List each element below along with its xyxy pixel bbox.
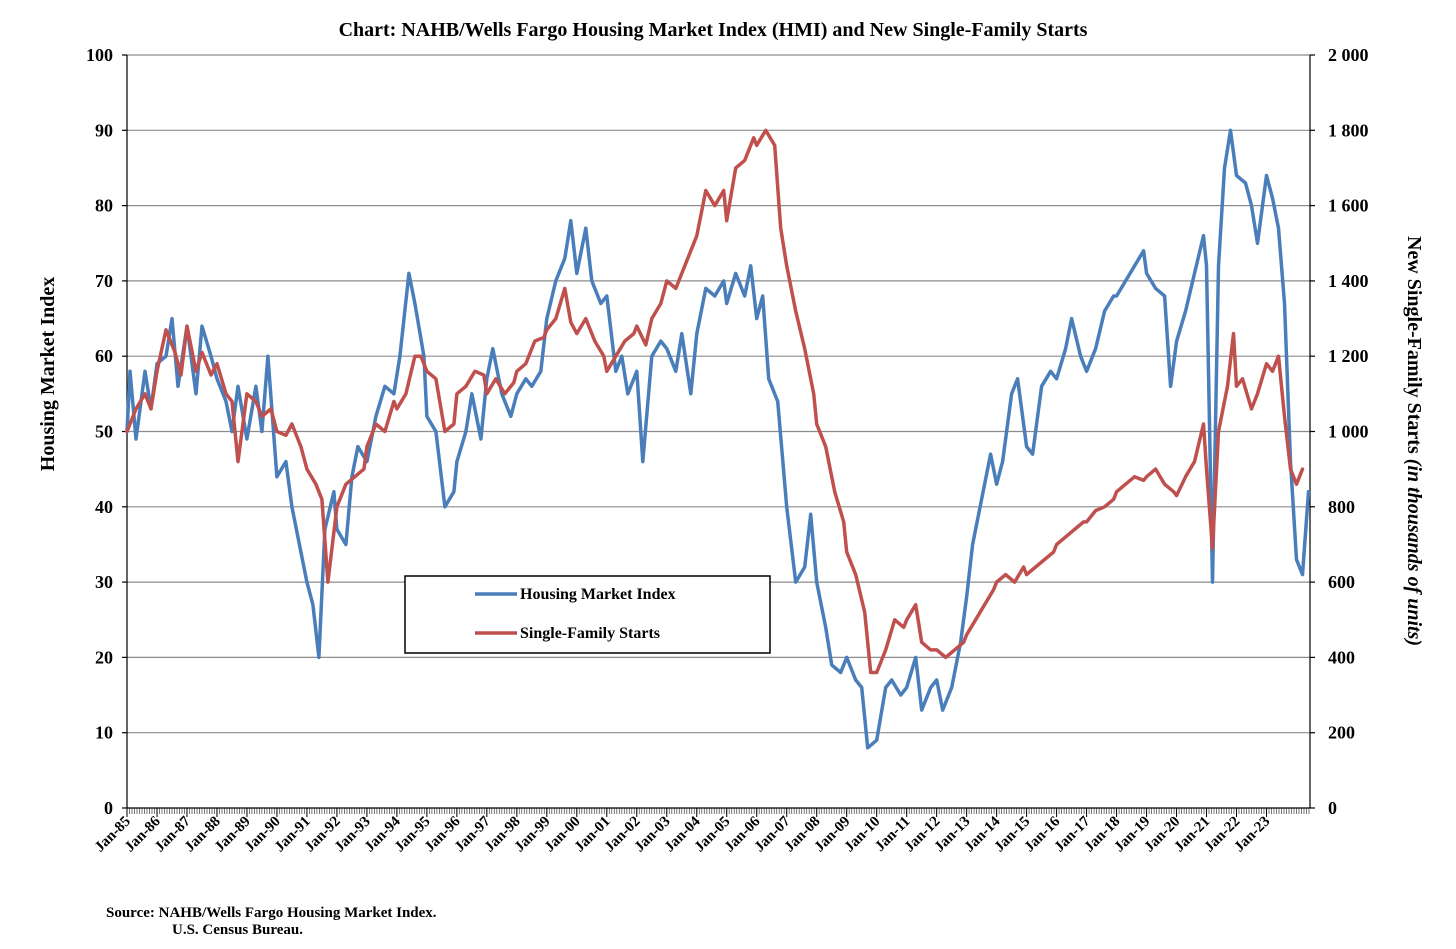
right-tick-label: 1 400	[1328, 271, 1369, 291]
left-y-ticks: 0 10 20 30 40 50 60 70 80 90 100	[86, 45, 127, 818]
minor-tick-marks	[126, 808, 1310, 814]
legend: Housing Market Index Single-Family Start…	[404, 575, 771, 654]
series-line-hmi	[125, 128, 1311, 750]
right-tick-label: 2 000	[1328, 45, 1369, 65]
series-layer	[125, 128, 1311, 750]
left-tick-label: 50	[95, 422, 113, 442]
right-tick-label: 1 000	[1328, 422, 1369, 442]
right-axis-title-main: New Single-Family Starts	[1403, 236, 1425, 459]
right-tick-label: 1 200	[1328, 346, 1369, 366]
right-tick-label: 800	[1328, 497, 1355, 517]
right-tick-label: 200	[1328, 723, 1355, 743]
x-ticks: Jan-85Jan-86Jan-87Jan-88Jan-89Jan-90Jan-…	[92, 808, 1273, 855]
right-tick-label: 1 600	[1328, 196, 1369, 216]
x-axis-minor-ticks	[126, 808, 1310, 814]
left-axis-title: Housing Market Index	[37, 277, 59, 471]
chart-title: Chart: NAHB/Wells Fargo Housing Market I…	[339, 19, 1088, 41]
legend-label-starts: Single-Family Starts	[520, 625, 660, 642]
left-tick-label: 80	[95, 196, 113, 216]
left-tick-label: 60	[95, 346, 113, 366]
left-tick-label: 10	[95, 723, 113, 743]
left-tick-label: 70	[95, 271, 113, 291]
right-tick-label: 1 800	[1328, 120, 1369, 140]
left-tick-label: 90	[95, 120, 113, 140]
series-line-starts	[125, 128, 1305, 675]
right-tick-label: 0	[1328, 798, 1337, 818]
left-tick-label: 30	[95, 572, 113, 592]
legend-box	[404, 575, 771, 654]
left-tick-label: 20	[95, 647, 113, 667]
left-tick-label: 0	[104, 798, 113, 818]
right-axis-title-italic: (in thousands of units)	[1403, 459, 1425, 646]
right-y-ticks: 0 200 400 600 800 1 000 1 200 1 400 1 600 1 800 2 …	[1310, 45, 1369, 818]
source-line-2: U.S. Census Bureau.	[172, 922, 303, 938]
source-line-1: Source: NAHB/Wells Fargo Housing Market …	[106, 905, 437, 921]
legend-label-hmi: Housing Market Index	[520, 586, 676, 603]
left-tick-label: 100	[86, 45, 113, 65]
left-tick-label: 40	[95, 497, 113, 517]
right-axis-title: New Single-Family Starts (in thousands o…	[1403, 236, 1425, 646]
right-tick-label: 600	[1328, 572, 1355, 592]
right-tick-label: 400	[1328, 647, 1355, 667]
